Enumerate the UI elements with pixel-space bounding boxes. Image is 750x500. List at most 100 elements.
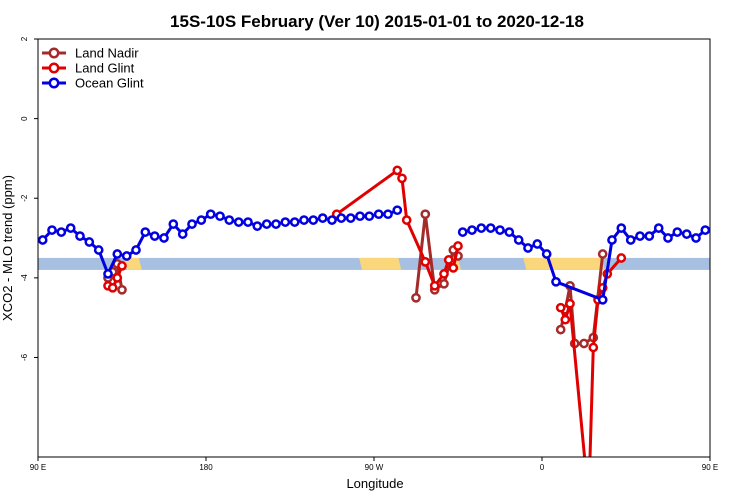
data-point bbox=[443, 255, 454, 265]
data-point bbox=[739, 236, 746, 243]
data-point bbox=[457, 227, 468, 237]
data-point bbox=[65, 223, 76, 233]
data-point bbox=[233, 217, 244, 227]
data-point bbox=[523, 243, 533, 253]
data-point bbox=[625, 235, 636, 245]
data-point bbox=[420, 257, 431, 267]
y-tick-label: 0 bbox=[20, 116, 29, 121]
data-point bbox=[476, 223, 487, 233]
data-point bbox=[205, 209, 216, 220]
data-point bbox=[140, 227, 151, 237]
data-point bbox=[439, 269, 449, 279]
legend-item: Land Glint bbox=[42, 61, 135, 76]
x-tick-label: 90 E bbox=[702, 463, 718, 472]
data-point bbox=[56, 227, 67, 237]
data-point bbox=[420, 209, 431, 220]
data-point bbox=[709, 228, 710, 232]
data-point bbox=[149, 231, 160, 241]
y-axis-label: XCO2 - MLO trend (ppm) bbox=[0, 175, 15, 321]
data-point bbox=[112, 249, 123, 259]
data-point bbox=[117, 261, 127, 271]
data-point bbox=[383, 209, 393, 220]
legend-label: Ocean Glint bbox=[75, 76, 144, 91]
data-point bbox=[75, 231, 85, 241]
data-point bbox=[607, 235, 617, 245]
legend-label: Land Nadir bbox=[75, 46, 139, 61]
data-point bbox=[121, 251, 132, 261]
data-point bbox=[691, 233, 701, 243]
data-point bbox=[635, 231, 645, 241]
x-axis: 90 E 180 90 W 0 90 E bbox=[30, 457, 718, 472]
data-point bbox=[38, 235, 48, 245]
data-point bbox=[555, 302, 566, 313]
y-tick-label: 2 bbox=[20, 36, 29, 41]
data-point bbox=[616, 223, 627, 233]
data-point bbox=[504, 227, 515, 237]
data-point bbox=[397, 173, 407, 184]
data-point bbox=[289, 217, 300, 227]
data-point bbox=[327, 215, 337, 225]
series-ocean-glint bbox=[38, 205, 746, 305]
data-point bbox=[243, 217, 253, 227]
data-point bbox=[168, 219, 179, 229]
data-point bbox=[336, 213, 347, 223]
y-tick-label: -2 bbox=[20, 194, 29, 202]
data-point bbox=[579, 338, 589, 349]
legend-item: Ocean Glint bbox=[42, 76, 144, 91]
data-point bbox=[196, 215, 207, 225]
y-tick-label: -4 bbox=[20, 274, 29, 282]
data-point bbox=[560, 314, 571, 325]
data-point bbox=[532, 239, 543, 249]
data-point bbox=[107, 282, 118, 293]
data-point bbox=[448, 263, 459, 273]
data-point bbox=[187, 219, 197, 229]
data-point bbox=[117, 284, 127, 295]
y-tick-label: -6 bbox=[20, 353, 29, 361]
data-point bbox=[429, 280, 440, 291]
data-point bbox=[555, 324, 566, 335]
data-point bbox=[224, 215, 235, 225]
data-point bbox=[308, 215, 319, 225]
data-point bbox=[177, 229, 188, 239]
data-point bbox=[597, 249, 608, 259]
data-point bbox=[495, 225, 505, 235]
land-band-segment bbox=[523, 257, 605, 270]
data-point bbox=[588, 342, 599, 353]
data-point bbox=[364, 211, 375, 222]
data-point bbox=[401, 215, 412, 225]
data-point bbox=[215, 211, 225, 222]
data-point bbox=[392, 205, 403, 216]
data-point bbox=[93, 245, 104, 255]
x-tick-label: 180 bbox=[199, 463, 213, 472]
data-point bbox=[159, 233, 169, 243]
data-point bbox=[411, 292, 421, 303]
data-point bbox=[597, 294, 608, 305]
x-axis-label: Longitude bbox=[346, 476, 403, 491]
data-point bbox=[261, 219, 272, 229]
legend-item: Land Nadir bbox=[42, 46, 139, 61]
chart-title: 15S-10S February (Ver 10) 2015-01-01 to … bbox=[170, 12, 584, 31]
legend-swatch-marker bbox=[48, 62, 60, 74]
data-point bbox=[112, 273, 123, 283]
data-point bbox=[84, 237, 95, 247]
x-tick-label: 90 E bbox=[30, 463, 46, 472]
land-band-segment bbox=[359, 257, 402, 270]
data-point bbox=[653, 223, 664, 233]
data-point bbox=[616, 253, 627, 263]
data-point bbox=[681, 229, 692, 239]
legend-swatch-marker bbox=[48, 47, 60, 59]
data-point bbox=[299, 215, 309, 225]
y-axis: 2 0 -2 -4 -6 bbox=[20, 36, 38, 361]
data-point bbox=[453, 241, 463, 251]
data-point bbox=[47, 225, 57, 235]
data-point bbox=[252, 221, 263, 231]
x-tick-label: 90 W bbox=[365, 463, 384, 472]
data-point bbox=[720, 225, 727, 232]
data-point bbox=[672, 227, 683, 237]
data-point bbox=[663, 233, 673, 243]
data-point bbox=[345, 213, 356, 223]
data-point bbox=[271, 219, 281, 229]
data-point bbox=[730, 231, 737, 238]
